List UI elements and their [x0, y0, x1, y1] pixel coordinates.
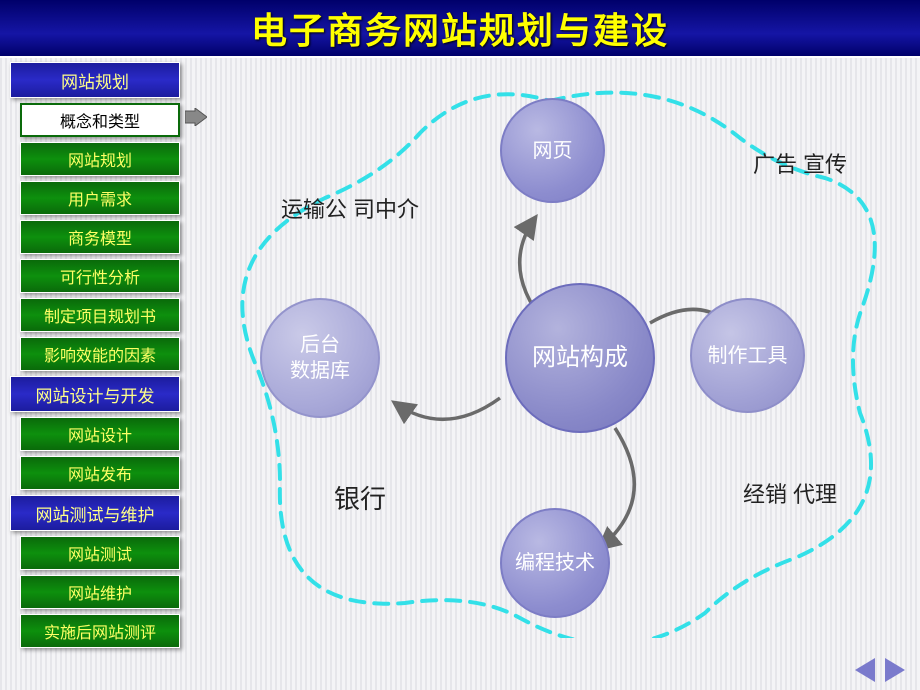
sidebar-item-label: 可行性分析	[60, 264, 140, 288]
sidebar-item-12[interactable]: 网站测试	[20, 536, 180, 570]
page-title: 电子商务网站规划与建设	[251, 2, 669, 54]
sidebar-item-label: 网站规划	[61, 68, 129, 93]
sidebar-item-label: 影响效能的因素	[44, 342, 156, 366]
sidebar-item-14[interactable]: 实施后网站测评	[20, 614, 180, 648]
sidebar-item-0[interactable]: 网站规划	[10, 62, 180, 98]
sidebar-item-label: 实施后网站测评	[44, 619, 156, 643]
cloud-label: 广告 宣传	[753, 152, 847, 177]
title-bar: 电子商务网站规划与建设	[0, 0, 920, 58]
cloud-label: 银行	[334, 484, 386, 514]
node-center: 网站构成	[505, 283, 655, 433]
node-label: 制作工具	[708, 343, 788, 369]
sidebar-item-label: 网站维护	[68, 580, 132, 604]
cloud-bank: 银行	[290, 473, 430, 507]
sidebar-item-label: 概念和类型	[60, 108, 140, 132]
sidebar-item-13[interactable]: 网站维护	[20, 575, 180, 609]
sidebar-item-label: 用户需求	[68, 186, 132, 210]
cloud-label: 经销 代理	[743, 482, 837, 507]
prev-slide-button[interactable]	[855, 658, 875, 682]
sidebar-item-3[interactable]: 用户需求	[20, 181, 180, 215]
sidebar-item-label: 商务模型	[68, 225, 132, 249]
node-label: 网站构成	[532, 342, 628, 373]
sidebar-item-label: 网站发布	[68, 461, 132, 485]
node-label: 网页	[533, 138, 573, 164]
sidebar-nav: 网站规划概念和类型网站规划用户需求商务模型可行性分析制定项目规划书影响效能的因素…	[10, 62, 190, 648]
sidebar-item-9[interactable]: 网站设计	[20, 417, 180, 451]
sidebar-item-2[interactable]: 网站规划	[20, 142, 180, 176]
diagram-area: 运输公 司中介 广告 宣传 银行 经销 代理 网页 后台 数据库	[200, 58, 920, 690]
node-label: 后台 数据库	[290, 332, 350, 384]
sidebar-item-label: 制定项目规划书	[44, 303, 156, 327]
node-webpage: 网页	[500, 98, 605, 203]
slide: 电子商务网站规划与建设 网站规划概念和类型网站规划用户需求商务模型可行性分析制定…	[0, 0, 920, 690]
sidebar-item-label: 网站设计与开发	[36, 382, 155, 407]
cloud-transport: 运输公 司中介	[280, 188, 420, 217]
sidebar-item-10[interactable]: 网站发布	[20, 456, 180, 490]
sidebar-item-11[interactable]: 网站测试与维护	[10, 495, 180, 531]
sidebar-item-label: 网站设计	[68, 422, 132, 446]
node-tool: 制作工具	[690, 298, 805, 413]
cloud-dist: 经销 代理	[720, 473, 860, 502]
node-prog: 编程技术	[500, 508, 610, 618]
slide-nav	[855, 658, 905, 682]
sidebar-item-4[interactable]: 商务模型	[20, 220, 180, 254]
next-slide-button[interactable]	[885, 658, 905, 682]
node-label: 编程技术	[515, 550, 595, 576]
node-db: 后台 数据库	[260, 298, 380, 418]
sidebar-item-7[interactable]: 影响效能的因素	[20, 337, 180, 371]
sidebar-item-5[interactable]: 可行性分析	[20, 259, 180, 293]
sidebar-item-label: 网站测试与维护	[36, 501, 155, 526]
sidebar-item-label: 网站规划	[68, 147, 132, 171]
sidebar-item-label: 网站测试	[68, 541, 132, 565]
sidebar-item-6[interactable]: 制定项目规划书	[20, 298, 180, 332]
cloud-label: 运输公 司中介	[281, 197, 419, 222]
cloud-ad: 广告 宣传	[730, 143, 870, 172]
sidebar-item-8[interactable]: 网站设计与开发	[10, 376, 180, 412]
sidebar-item-1[interactable]: 概念和类型	[20, 103, 180, 137]
